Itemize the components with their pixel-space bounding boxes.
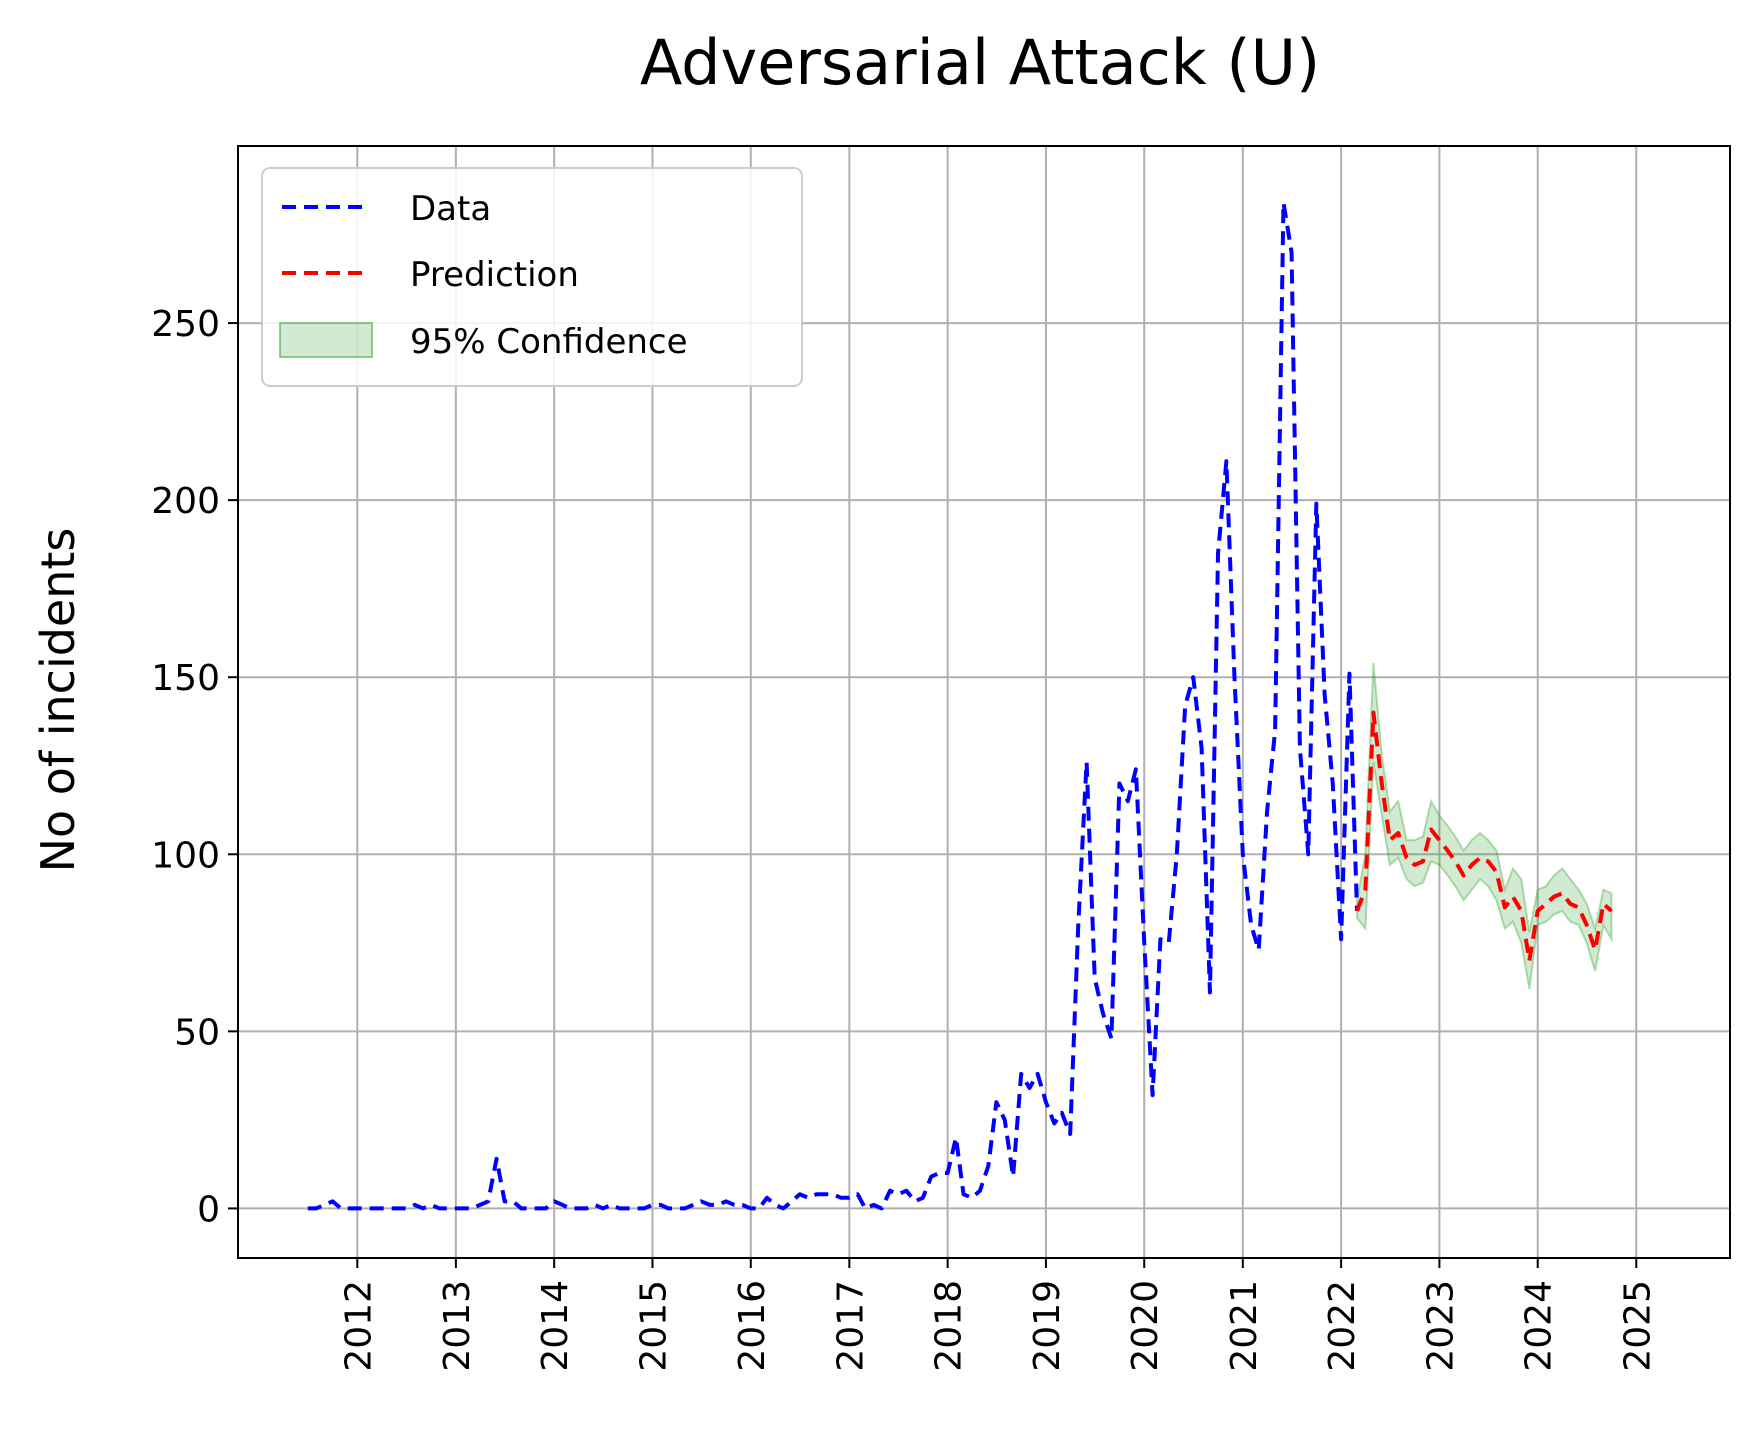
confidence-band (1356, 662, 1613, 990)
x-tick-label: 2016 (732, 1280, 773, 1372)
plot-frame (237, 145, 1731, 1259)
y-axis-label: No of incidents (31, 528, 85, 873)
x-tick-label: 2020 (1125, 1280, 1166, 1372)
y-tick-label: 200 (151, 481, 220, 522)
x-tick-label: 2015 (633, 1280, 674, 1372)
y-tick-label: 50 (174, 1012, 220, 1053)
x-tick-label: 2014 (535, 1280, 576, 1372)
axes: 2012 2013 2014 2015 2016 2017 2018 2019 2020 2021… (151, 304, 1658, 1372)
series-line-data (307, 200, 1359, 1211)
legend-data-label: Data (410, 189, 491, 229)
y-tick-label: 250 (151, 304, 220, 345)
x-tick-label: 2022 (1322, 1280, 1363, 1372)
legend-confidence-swatch (279, 322, 373, 358)
chart-title: Adversarial Attack (U) (640, 26, 1320, 99)
y-tick-label: 100 (151, 835, 220, 876)
x-tick-label: 2012 (338, 1280, 379, 1372)
x-tick-label: 2017 (830, 1280, 871, 1372)
x-tick-label: 2023 (1420, 1280, 1461, 1372)
x-tick-label: 2021 (1224, 1280, 1265, 1372)
legend: Data Prediction 95% Confidence (261, 167, 803, 387)
legend-prediction-label: Prediction (410, 255, 579, 295)
x-tick-label: 2019 (1027, 1280, 1068, 1372)
x-tick-label: 2025 (1617, 1280, 1658, 1372)
x-tick-label: 2024 (1519, 1280, 1560, 1372)
x-tick-label: 2018 (929, 1280, 970, 1372)
series-line-prediction (1355, 710, 1613, 963)
series-layer (307, 200, 1613, 1211)
y-tick-label: 0 (197, 1189, 220, 1230)
legend-box (261, 167, 803, 387)
confidence-band-layer (1356, 662, 1613, 990)
y-tick-label: 150 (151, 658, 220, 699)
x-tick-label: 2013 (437, 1280, 478, 1372)
legend-confidence-label: 95% Confidence (410, 322, 688, 362)
